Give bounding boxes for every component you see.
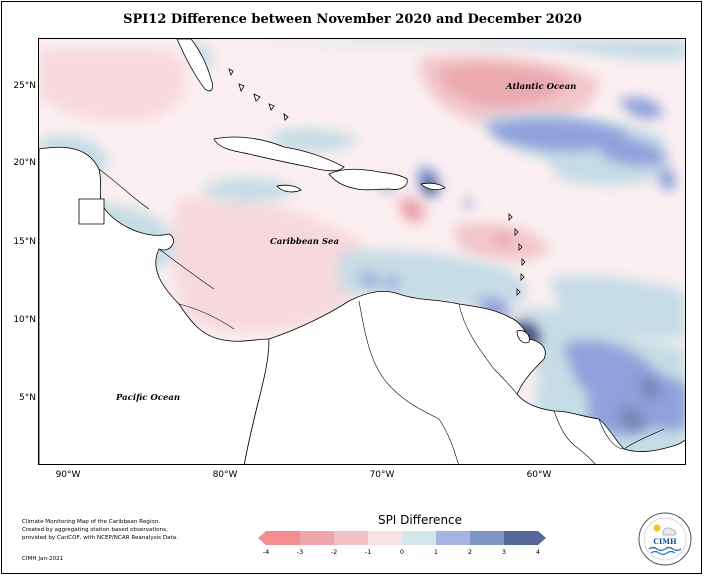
legend-swatch [368, 531, 403, 545]
legend-tick-label: 1 [433, 548, 439, 556]
credit-line: provided by CariCOF, with NCEP/NCAR Rean… [22, 535, 178, 541]
south-america [243, 290, 685, 464]
jamaica [276, 184, 302, 193]
cloud-icon [662, 527, 677, 536]
legend-swatch [266, 531, 301, 545]
spi-map [38, 38, 686, 465]
credit-line: Created by aggregating station based obs… [22, 527, 168, 533]
legend-swatches [258, 531, 546, 545]
legend-swatch [402, 531, 437, 545]
legend-tick-label: 3 [501, 548, 507, 556]
lat-label-25n: 25°N [13, 81, 36, 91]
land-masses [39, 39, 685, 464]
sun-icon [653, 524, 661, 532]
lon-label-70w: 70°W [369, 470, 395, 480]
legend-tick-label: 0 [399, 548, 405, 556]
legend-swatch [470, 531, 505, 545]
legend-colorbar [258, 531, 546, 545]
country-borders [98, 168, 665, 464]
yucatan-detail [78, 198, 105, 225]
spi-map-canvas [39, 39, 685, 464]
legend-swatch [436, 531, 471, 545]
lesser-antilles [508, 213, 526, 296]
lat-label-5n: 5°N [19, 393, 36, 403]
legend-tick-label: -3 [296, 548, 304, 556]
credit-text: Climate Monitoring Map of the Caribbean … [22, 518, 178, 542]
lat-label-15n: 15°N [13, 237, 36, 247]
lon-label-90w: 90°W [55, 470, 81, 480]
legend-swatch [504, 531, 539, 545]
legend-tick-label: 2 [467, 548, 473, 556]
legend-tick-label: 4 [535, 548, 541, 556]
credit-line: Climate Monitoring Map of the Caribbean … [22, 519, 161, 525]
legend-tick-label: -2 [330, 548, 338, 556]
hispaniola [328, 168, 408, 191]
cuba [213, 136, 345, 172]
legend-arrow-low [258, 531, 266, 545]
negative-anomaly-regions [39, 49, 676, 424]
strong-positive-regions [360, 97, 685, 449]
credit-date: CIMH Jan-2021 [22, 556, 64, 562]
florida [176, 39, 213, 92]
label-pacific-ocean: Pacific Ocean [116, 393, 181, 403]
legend-tick-label: -1 [364, 548, 372, 556]
map-title: SPI12 Difference between November 2020 a… [123, 12, 582, 27]
legend-title: SPI Difference [377, 513, 463, 527]
label-caribbean-sea: Caribbean Sea [270, 237, 339, 247]
puerto-rico [420, 182, 446, 191]
lon-label-60w: 60°W [526, 470, 552, 480]
legend-swatch [334, 531, 369, 545]
trinidad [516, 330, 530, 344]
lat-label-10n: 10°N [13, 315, 36, 325]
label-atlantic-ocean: Atlantic Ocean [506, 82, 577, 92]
cimh-logo: CIMH [638, 512, 692, 566]
lon-label-80w: 80°W [212, 470, 238, 480]
lat-label-20n: 20°N [13, 158, 36, 168]
wave-icon [648, 546, 682, 552]
legend-swatch [300, 531, 335, 545]
bahamas [228, 68, 289, 121]
legend-arrow-high [538, 531, 546, 545]
legend-tick-label: -4 [262, 548, 270, 556]
logo-text: CIMH [653, 537, 677, 546]
